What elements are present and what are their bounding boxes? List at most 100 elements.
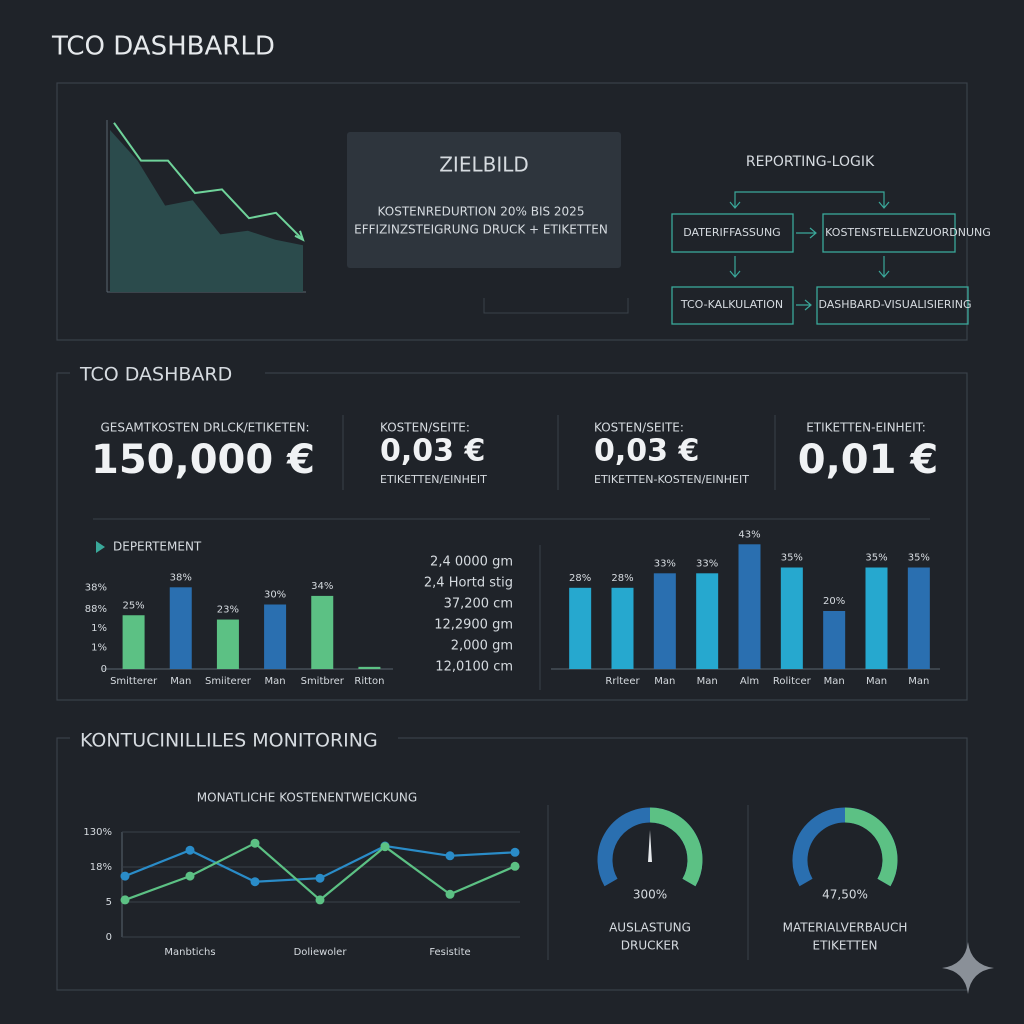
x-tick-label: Rrlteer <box>605 676 640 687</box>
y-tick-label: 0 <box>101 664 107 675</box>
point <box>250 877 260 887</box>
value-label: 28% <box>569 573 591 584</box>
flow-node <box>822 213 956 253</box>
point <box>185 845 195 855</box>
y-tick-label: 1% <box>91 623 107 634</box>
flow-arrow <box>729 256 741 278</box>
chart-title: MONATLICHE KOSTENENTWEICKUNG <box>197 791 417 805</box>
line <box>113 122 304 241</box>
gauge-caption: DRUCKER <box>621 939 680 953</box>
x-tick-label: Smitterer <box>110 676 158 687</box>
section-title: KONTUCINILLILES MONITORING <box>80 730 378 752</box>
x-tick-label: Doliewoler <box>294 947 348 958</box>
flow-node <box>816 286 969 325</box>
bar <box>823 611 846 669</box>
value-label: 35% <box>781 553 803 564</box>
y-tick-label: 88% <box>85 604 107 615</box>
kpi-label: KOSTEN/SEITE: <box>594 421 684 435</box>
bar <box>264 604 287 669</box>
value-label: 33% <box>654 558 676 569</box>
value-label: 38% <box>170 572 192 583</box>
list-item: 2,000 gm <box>451 639 513 654</box>
flow-node-label: KOSTENSTELLENZUORDNUNG <box>825 226 991 239</box>
kpi-label: KOSTEN/SEITE: <box>380 421 470 435</box>
point <box>315 895 325 905</box>
kpi-sub: ETIKETTEN-KOSTEN/EINHEIT <box>594 473 749 486</box>
goal-line: KOSTENREDURTION 20% BIS 2025 <box>378 205 585 219</box>
gauge-value <box>649 807 703 887</box>
kpi-label: GESAMTKOSTEN DRLCK/ETIKETEN: <box>101 421 310 435</box>
flow-arrow <box>878 256 890 278</box>
gauge-caption: ETIKETTEN <box>813 939 878 953</box>
chart-title: DEPERTEMENT <box>113 540 202 554</box>
value-label: 30% <box>264 590 286 601</box>
point <box>510 847 520 857</box>
point <box>250 838 260 848</box>
title-gap <box>70 362 265 386</box>
y-tick-label: 5 <box>106 897 112 908</box>
sparkle-icon <box>942 942 994 994</box>
x-tick-label: Smiiterer <box>205 676 252 687</box>
bar <box>122 615 145 669</box>
list-item: 12,0100 cm <box>435 660 513 675</box>
value-label: 33% <box>696 558 718 569</box>
list-item: 37,200 cm <box>444 597 513 612</box>
gauge-label: 47,50% <box>822 888 868 902</box>
point <box>445 889 455 899</box>
y-tick-label: 130% <box>83 827 112 838</box>
kpi-sub: ETIKETTEN/EINHEIT <box>380 473 487 486</box>
list-item: 12,2900 gm <box>434 618 513 633</box>
x-tick-label: Man <box>170 676 191 687</box>
x-tick-label: Man <box>697 676 718 687</box>
flow-arrow <box>796 299 812 311</box>
area <box>110 130 303 292</box>
bar <box>907 567 930 669</box>
point <box>315 873 325 883</box>
point <box>120 871 130 881</box>
gauge-caption: AUSLASTUNG <box>609 921 691 935</box>
bar <box>216 619 239 669</box>
title-gap <box>70 728 398 754</box>
bar <box>569 587 592 669</box>
x-tick-label: Man <box>654 676 675 687</box>
flow-node-label: DATERIFFASSUNG <box>683 226 780 239</box>
bar <box>696 573 719 669</box>
goal-line: EFFIZINZSTEIGRUNG DRUCK + ETIKETTEN <box>354 223 608 237</box>
section-title: TCO DASHBARD <box>79 364 232 386</box>
x-tick-label: Man <box>265 676 286 687</box>
y-tick-label: 18% <box>90 862 112 873</box>
kpi-value: 0,03 € <box>594 434 699 469</box>
bar <box>738 544 761 669</box>
y-tick-label: 38% <box>85 582 107 593</box>
x-tick-label: Man <box>908 676 929 687</box>
monitoring-panel <box>56 737 968 991</box>
arrow-head <box>294 230 305 242</box>
list-item: 2,4 0000 gm <box>430 555 513 570</box>
x-tick-label: Rolitcer <box>773 676 812 687</box>
value-label: 20% <box>823 596 845 607</box>
page-title: TCO DASHBARLD <box>51 32 275 62</box>
y-tick-label: 1% <box>91 643 107 654</box>
value-label: 35% <box>908 553 930 564</box>
bar <box>865 567 888 669</box>
value-label: 23% <box>217 605 239 616</box>
value-label: 43% <box>738 529 760 540</box>
bar <box>653 573 676 669</box>
value-label: 28% <box>611 573 633 584</box>
x-tick-label: Fesistite <box>429 947 470 958</box>
kpi-value: 150,000 € <box>91 437 315 483</box>
flow-title: REPORTING-LOGIK <box>746 154 875 170</box>
dashboard-panel <box>56 372 968 701</box>
flow-arrow <box>729 191 890 209</box>
kpi-value: 0,03 € <box>380 434 485 469</box>
value-label: 25% <box>122 600 144 611</box>
x-tick-label: Smitbrer <box>301 676 345 687</box>
bar <box>311 595 334 669</box>
goal-title: ZIELBILD <box>439 153 529 177</box>
decor-line <box>483 298 629 314</box>
point <box>120 895 130 905</box>
x-tick-label: Ritton <box>354 676 384 687</box>
bar <box>169 587 192 669</box>
kpi-value: 0,01 € <box>798 437 938 483</box>
